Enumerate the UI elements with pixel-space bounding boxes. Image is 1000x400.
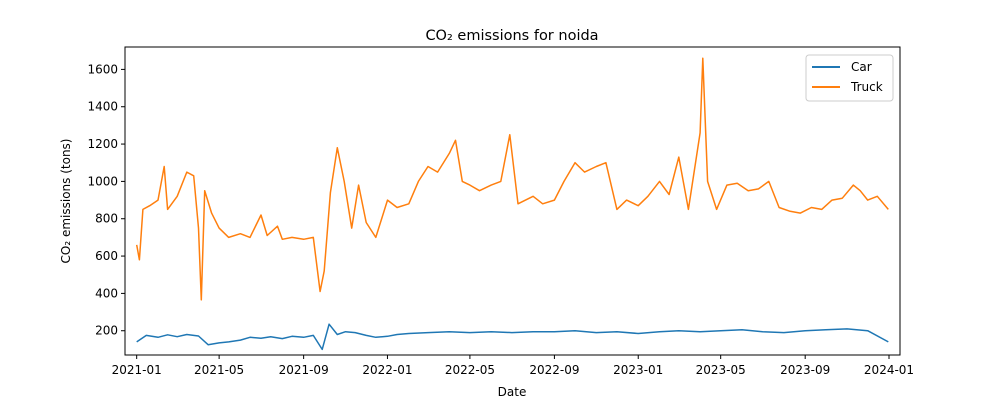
- legend-label-car: Car: [851, 60, 872, 74]
- x-tick-label: 2023-05: [696, 363, 746, 377]
- series-layer: [135, 57, 889, 351]
- x-tick-label: 2022-05: [445, 363, 495, 377]
- series-line-truck: [135, 57, 889, 301]
- y-tick-label: 1000: [87, 174, 118, 188]
- y-axis-title: CO₂ emissions (tons): [59, 139, 73, 264]
- x-axis: 2021-01 2021-05 2021-09 2022-01 2022-05 2022-…: [112, 355, 914, 377]
- series-line-car: [136, 323, 889, 351]
- y-tick-label: 800: [95, 212, 118, 226]
- x-tick-label: 2021-09: [279, 363, 329, 377]
- x-tick-label: 2021-05: [194, 363, 244, 377]
- y-tick-label: 200: [95, 324, 118, 338]
- y-tick-label: 1400: [87, 100, 118, 114]
- x-tick-label: 2024-01: [864, 363, 914, 377]
- x-tick-label: 2023-01: [613, 363, 663, 377]
- plot-area: 2021-01 2021-05 2021-09 2022-01 2022-05 2022-…: [87, 46, 914, 377]
- y-axis: 200 400 600 800 1000 1200 1400 1600: [87, 62, 125, 338]
- x-axis-title: Date: [498, 385, 527, 399]
- legend-box: [805, 54, 894, 102]
- y-tick-label: 1200: [87, 137, 118, 151]
- x-tick-label: 2022-01: [362, 363, 412, 377]
- chart-title: CO₂ emissions for noida: [425, 28, 598, 44]
- legend-label-truck: Truck: [850, 80, 883, 94]
- y-tick-label: 1600: [87, 62, 118, 76]
- y-tick-label: 400: [95, 286, 118, 300]
- plot-frame: [124, 46, 901, 356]
- legend: Car Truck: [805, 54, 894, 102]
- x-tick-label: 2021-01: [112, 363, 162, 377]
- y-tick-label: 600: [95, 249, 118, 263]
- x-tick-label: 2022-09: [529, 363, 579, 377]
- x-tick-label: 2023-09: [780, 363, 830, 377]
